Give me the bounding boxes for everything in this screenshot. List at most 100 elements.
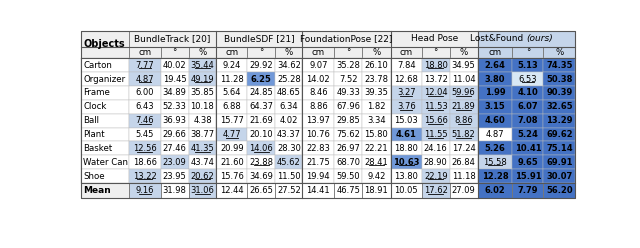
Text: 29.92: 29.92 <box>250 61 273 70</box>
Bar <box>477 127 513 141</box>
Bar <box>477 114 513 127</box>
Bar <box>248 86 275 100</box>
Bar <box>422 169 450 183</box>
Bar <box>275 72 303 86</box>
Text: 3.34: 3.34 <box>367 116 386 125</box>
Text: 64.37: 64.37 <box>250 102 273 111</box>
Bar <box>275 127 303 141</box>
Text: 13.72: 13.72 <box>424 75 447 84</box>
Text: 4.77: 4.77 <box>223 130 241 139</box>
Text: °: ° <box>172 48 177 57</box>
Text: 2.64: 2.64 <box>484 61 506 70</box>
Text: 20.99: 20.99 <box>220 144 244 153</box>
Text: 9.24: 9.24 <box>223 61 241 70</box>
Bar <box>334 169 362 183</box>
Text: 6.53: 6.53 <box>518 75 537 84</box>
Text: 43.74: 43.74 <box>191 158 214 167</box>
Text: Carton: Carton <box>83 61 112 70</box>
Text: 11.50: 11.50 <box>277 172 301 181</box>
Text: Lost&Found: Lost&Found <box>470 34 527 43</box>
Text: 20.10: 20.10 <box>250 130 273 139</box>
Bar <box>81 141 129 155</box>
Text: 35.28: 35.28 <box>336 61 360 70</box>
Bar <box>450 86 477 100</box>
Text: 39.35: 39.35 <box>365 88 388 97</box>
Text: 7.08: 7.08 <box>518 116 538 125</box>
Bar <box>275 155 303 169</box>
Bar <box>543 127 575 141</box>
Bar <box>275 86 303 100</box>
Bar <box>303 58 334 72</box>
Text: °: ° <box>259 48 264 57</box>
Bar <box>81 183 129 198</box>
Text: cm: cm <box>488 48 502 57</box>
Bar <box>450 72 477 86</box>
Text: 15.76: 15.76 <box>220 172 244 181</box>
Text: 26.65: 26.65 <box>250 186 273 195</box>
Bar <box>248 155 275 169</box>
Text: Mean: Mean <box>83 186 111 195</box>
Bar <box>362 58 391 72</box>
Bar <box>391 127 422 141</box>
Bar <box>391 141 422 155</box>
Text: 17.24: 17.24 <box>452 144 476 153</box>
Bar <box>450 100 477 114</box>
Text: 11.53: 11.53 <box>424 102 447 111</box>
Text: BundleTrack [20]: BundleTrack [20] <box>134 34 211 43</box>
Bar <box>543 86 575 100</box>
Text: 49.19: 49.19 <box>191 75 214 84</box>
Text: 6.00: 6.00 <box>136 88 154 97</box>
Text: cm: cm <box>138 48 151 57</box>
Text: °: ° <box>346 48 350 57</box>
Bar <box>362 47 391 58</box>
Text: 4.60: 4.60 <box>484 116 506 125</box>
Text: 6.34: 6.34 <box>280 102 298 111</box>
Bar <box>129 100 161 114</box>
Text: 38.77: 38.77 <box>190 130 214 139</box>
Text: 50.38: 50.38 <box>546 75 573 84</box>
Bar <box>81 155 129 169</box>
Text: 30.07: 30.07 <box>546 172 572 181</box>
Bar <box>362 155 391 169</box>
Bar <box>303 47 334 58</box>
Bar <box>543 58 575 72</box>
Bar <box>303 155 334 169</box>
Text: %: % <box>198 48 207 57</box>
Bar <box>334 100 362 114</box>
Bar <box>303 31 391 47</box>
Bar <box>161 86 189 100</box>
Text: 23.95: 23.95 <box>163 172 186 181</box>
Text: 18.80: 18.80 <box>394 144 418 153</box>
Bar <box>543 114 575 127</box>
Bar <box>189 155 216 169</box>
Text: Ball: Ball <box>83 116 99 125</box>
Text: 21.69: 21.69 <box>250 116 273 125</box>
Text: 19.94: 19.94 <box>307 172 330 181</box>
Text: cm: cm <box>400 48 413 57</box>
Text: 11.18: 11.18 <box>452 172 476 181</box>
Bar <box>477 72 513 86</box>
Bar <box>422 183 450 198</box>
Text: 7.79: 7.79 <box>518 186 538 195</box>
Text: %: % <box>556 48 563 57</box>
Text: 4.87: 4.87 <box>136 75 154 84</box>
Text: 10.41: 10.41 <box>515 144 541 153</box>
Bar <box>189 47 216 58</box>
Bar <box>513 72 543 86</box>
Bar <box>189 169 216 183</box>
Text: 31.98: 31.98 <box>163 186 186 195</box>
Bar <box>275 141 303 155</box>
Bar <box>477 86 513 100</box>
Text: 90.39: 90.39 <box>546 88 572 97</box>
Bar <box>129 47 161 58</box>
Text: 9.65: 9.65 <box>518 158 538 167</box>
Text: 14.41: 14.41 <box>307 186 330 195</box>
Bar <box>513 58 543 72</box>
Text: 22.83: 22.83 <box>307 144 330 153</box>
Text: 11.28: 11.28 <box>220 75 244 84</box>
Bar <box>81 31 129 58</box>
Bar <box>303 86 334 100</box>
Bar <box>248 114 275 127</box>
Bar <box>189 183 216 198</box>
Bar <box>477 100 513 114</box>
